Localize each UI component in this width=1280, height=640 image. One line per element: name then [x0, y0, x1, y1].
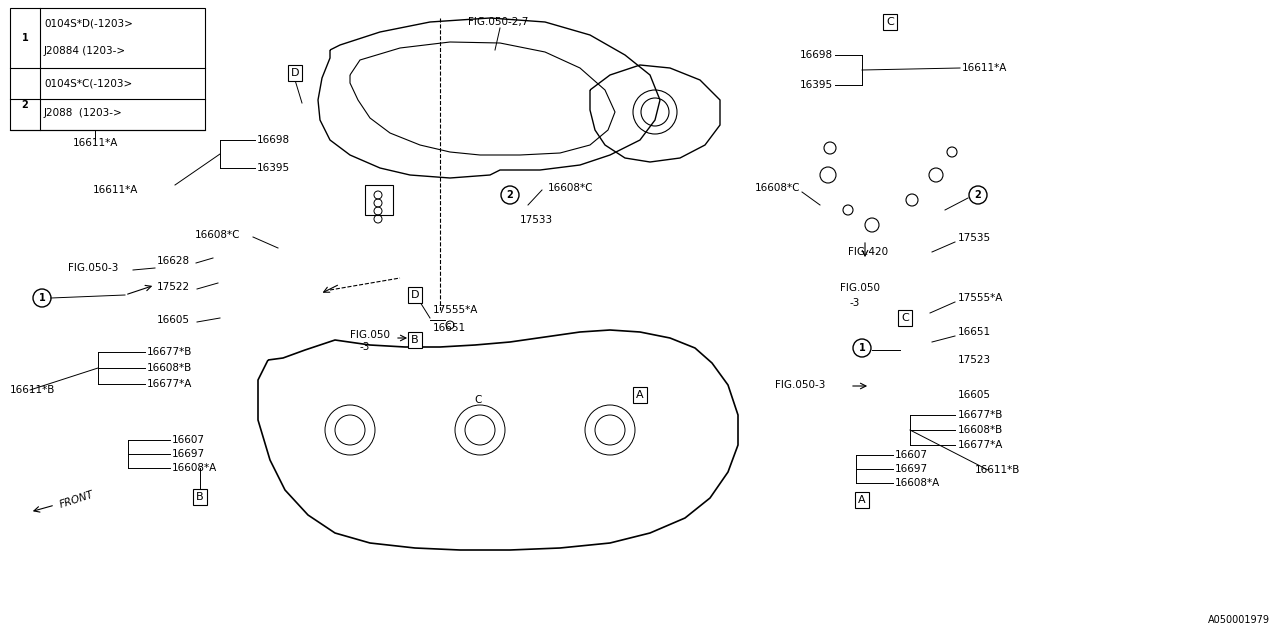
- Bar: [365, 185, 393, 215]
- Text: 16608*B: 16608*B: [147, 363, 192, 373]
- Text: 16698: 16698: [800, 50, 833, 60]
- Text: 1: 1: [38, 293, 45, 303]
- Text: FIG.050-3: FIG.050-3: [68, 263, 118, 273]
- Text: 16608*C: 16608*C: [195, 230, 241, 240]
- Text: 17533: 17533: [520, 215, 553, 225]
- Text: 16677*A: 16677*A: [957, 440, 1004, 450]
- Text: FIG.050: FIG.050: [349, 330, 390, 340]
- Text: 16697: 16697: [895, 464, 928, 474]
- Text: C: C: [475, 395, 481, 405]
- Text: C: C: [901, 313, 909, 323]
- PathPatch shape: [259, 330, 739, 550]
- Text: 16611*B: 16611*B: [975, 465, 1020, 475]
- Text: A: A: [636, 390, 644, 400]
- Text: 1: 1: [859, 343, 865, 353]
- Text: D: D: [411, 290, 420, 300]
- Text: FIG.050-2,7: FIG.050-2,7: [468, 17, 529, 27]
- Text: J20884 (1203->: J20884 (1203->: [44, 46, 129, 56]
- Text: 16607: 16607: [895, 450, 928, 460]
- Text: 1: 1: [22, 33, 28, 43]
- Text: J2088  (1203->: J2088 (1203->: [44, 108, 125, 118]
- Text: 16677*B: 16677*B: [147, 347, 192, 357]
- Text: 16607: 16607: [172, 435, 205, 445]
- Text: D: D: [291, 68, 300, 78]
- Text: FRONT: FRONT: [58, 490, 95, 510]
- Text: 16608*A: 16608*A: [895, 478, 941, 488]
- Text: C: C: [886, 17, 893, 27]
- Text: 16611*A: 16611*A: [93, 185, 138, 195]
- Text: 0104S*C(-1203>: 0104S*C(-1203>: [44, 78, 132, 88]
- Text: 17555*A: 17555*A: [433, 305, 479, 315]
- Text: B: B: [196, 492, 204, 502]
- Text: 16395: 16395: [257, 163, 291, 173]
- Text: 2: 2: [507, 190, 513, 200]
- Text: 16605: 16605: [957, 390, 991, 400]
- Text: 16611*A: 16611*A: [72, 138, 118, 148]
- Bar: [10, 8, 205, 130]
- Text: 2: 2: [974, 190, 982, 200]
- Text: 17555*A: 17555*A: [957, 293, 1004, 303]
- Text: 16651: 16651: [433, 323, 466, 333]
- Text: 16611*B: 16611*B: [10, 385, 55, 395]
- Text: A: A: [858, 495, 865, 505]
- Text: FIG.050-3: FIG.050-3: [774, 380, 826, 390]
- Text: 16677*B: 16677*B: [957, 410, 1004, 420]
- Text: 16608*C: 16608*C: [755, 183, 800, 193]
- Text: 16608*A: 16608*A: [172, 463, 218, 473]
- Text: 16395: 16395: [800, 80, 833, 90]
- Text: 17523: 17523: [957, 355, 991, 365]
- Text: 0104S*D(-1203>: 0104S*D(-1203>: [44, 18, 133, 28]
- Text: FIG.050: FIG.050: [840, 283, 881, 293]
- Text: 16677*A: 16677*A: [147, 379, 192, 389]
- Text: 17535: 17535: [957, 233, 991, 243]
- Text: 16611*A: 16611*A: [963, 63, 1007, 73]
- Text: 16608*C: 16608*C: [548, 183, 594, 193]
- Text: 16651: 16651: [957, 327, 991, 337]
- Text: FIG.420: FIG.420: [849, 247, 888, 257]
- Text: 16698: 16698: [257, 135, 291, 145]
- Text: 16605: 16605: [157, 315, 189, 325]
- Text: 17522: 17522: [157, 282, 191, 292]
- Text: -3: -3: [850, 298, 860, 308]
- Text: B: B: [411, 335, 419, 345]
- Text: 16608*B: 16608*B: [957, 425, 1004, 435]
- Text: -3: -3: [360, 342, 370, 352]
- Text: 2: 2: [22, 100, 28, 110]
- Text: 16697: 16697: [172, 449, 205, 459]
- Text: A050001979: A050001979: [1208, 615, 1270, 625]
- Text: 16628: 16628: [157, 256, 191, 266]
